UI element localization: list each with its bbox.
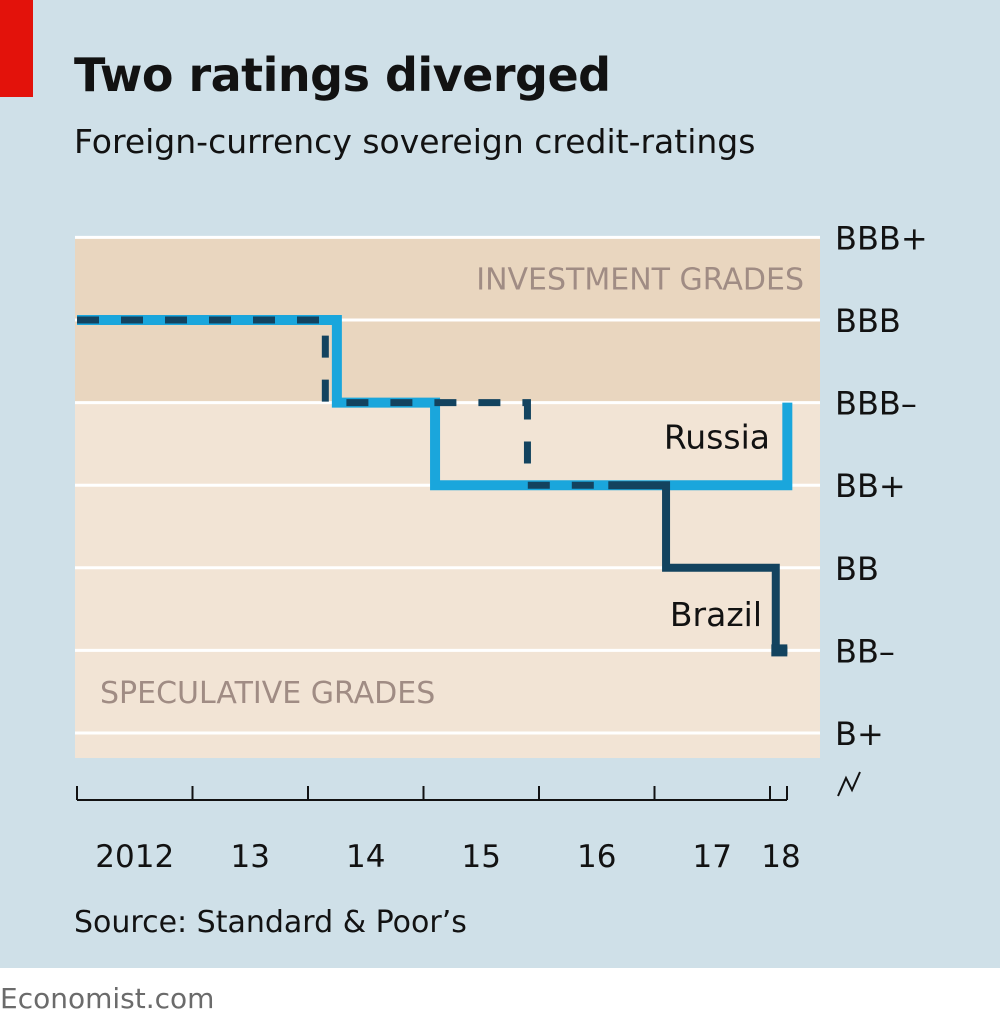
x-axis: 2012 13 14 15 16 17 18 [76, 771, 861, 875]
series-labels: Russia Brazil [664, 418, 770, 634]
series-end-marker-brazil [771, 644, 788, 657]
band-1 [75, 402, 820, 758]
y-tick-labels: B+ BB– BB BB+ BBB– BBB BBB+ [835, 219, 928, 753]
band-label-speculative: SPECULATIVE GRADES [100, 676, 435, 711]
series-label-russia: Russia [664, 418, 770, 457]
x-tick-label: 13 [231, 839, 270, 875]
rating-series [77, 315, 793, 657]
chart-title: Two ratings diverged [74, 48, 611, 102]
y-tick-label: BB+ [835, 467, 906, 505]
series-label-brazil: Brazil [670, 595, 762, 634]
x-tick-label: 17 [693, 839, 732, 875]
y-tick-label: BB– [835, 632, 895, 670]
band-label-investment: INVESTMENT GRADES [476, 262, 804, 297]
y-tick-label: BB [835, 550, 879, 588]
x-tick-label: 18 [761, 839, 800, 875]
chart-subtitle: Foreign-currency sovereign credit-rating… [74, 122, 756, 161]
band-labels: INVESTMENT GRADES SPECULATIVE GRADES [100, 262, 804, 711]
y-tick-label: BBB [835, 302, 901, 340]
x-tick-label: 14 [346, 839, 385, 875]
source-note: Source: Standard & Poor’s [74, 905, 467, 940]
x-tick-label: 16 [577, 839, 616, 875]
x-tick-label: 15 [462, 839, 501, 875]
economist-logo-text: Economist.com [0, 982, 215, 1015]
x-tick-label: 2012 [95, 839, 174, 875]
y-tick-label: BBB+ [835, 219, 928, 257]
axis-break-icon [837, 771, 861, 797]
brand-red-tag [0, 0, 33, 97]
y-tick-label: BBB– [835, 385, 917, 423]
y-tick-label: B+ [835, 715, 884, 753]
ratings-chart: INVESTMENT GRADES SPECULATIVE GRADES Russ… [75, 219, 928, 875]
